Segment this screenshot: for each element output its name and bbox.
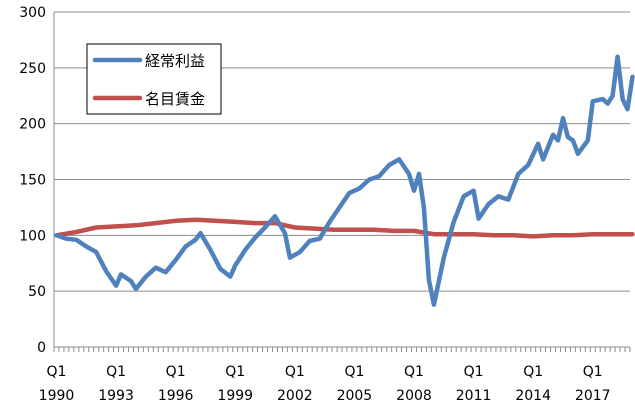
series-line bbox=[54, 217, 635, 239]
x-tick-label-quarter: Q1 bbox=[583, 364, 603, 380]
x-tick-label-quarter: Q1 bbox=[106, 364, 126, 380]
x-tick-labels: Q1 1990 Q1 1993 Q1 1996 Q1 1999 Q1 2002 Q1 2005 Q1 20… bbox=[39, 364, 611, 404]
x-tick-label-quarter: Q1 bbox=[344, 364, 364, 380]
y-tick-label: 0 bbox=[37, 340, 46, 356]
y-tick-label: 300 bbox=[19, 5, 46, 21]
x-tick-label-year: 2002 bbox=[277, 388, 313, 404]
x-tick-label-quarter: Q1 bbox=[523, 364, 543, 380]
x-tick-label-year: 1996 bbox=[158, 388, 194, 404]
series-line bbox=[54, 54, 635, 307]
y-tick-label: 250 bbox=[19, 61, 46, 77]
x-tick-label-quarter: Q1 bbox=[285, 364, 305, 380]
legend-box bbox=[86, 43, 222, 115]
x-tick-label-year: 1990 bbox=[39, 388, 75, 404]
y-tick-label: 200 bbox=[19, 117, 46, 133]
series-lines bbox=[54, 54, 635, 307]
legend-label-profit: 経常利益 bbox=[145, 52, 205, 70]
x-tick-label-year: 2017 bbox=[575, 388, 611, 404]
x-tick-label-quarter: Q1 bbox=[404, 364, 424, 380]
y-tick-labels: 0 50 100 150 200 250 300 bbox=[19, 5, 46, 356]
y-tick-label: 100 bbox=[19, 228, 46, 244]
x-tick-label-year: 2011 bbox=[456, 388, 492, 404]
x-tick-label-quarter: Q1 bbox=[47, 364, 67, 380]
x-tick-label-quarter: Q1 bbox=[225, 364, 245, 380]
y-tick-label: 50 bbox=[28, 284, 46, 300]
x-tick-label-year: 1993 bbox=[98, 388, 134, 404]
legend-label-wage: 名目賃金 bbox=[145, 90, 205, 108]
x-tick-label-quarter: Q1 bbox=[166, 364, 186, 380]
x-tick-label-year: 1999 bbox=[217, 388, 253, 404]
x-tick-label-quarter: Q1 bbox=[464, 364, 484, 380]
x-tick-label-year: 2005 bbox=[337, 388, 373, 404]
axes bbox=[53, 12, 631, 352]
legend: 経常利益 名目賃金 bbox=[86, 43, 222, 115]
x-tick-label-year: 2014 bbox=[515, 388, 551, 404]
y-tick-label: 150 bbox=[19, 173, 46, 189]
x-tick-label-year: 2008 bbox=[396, 388, 432, 404]
